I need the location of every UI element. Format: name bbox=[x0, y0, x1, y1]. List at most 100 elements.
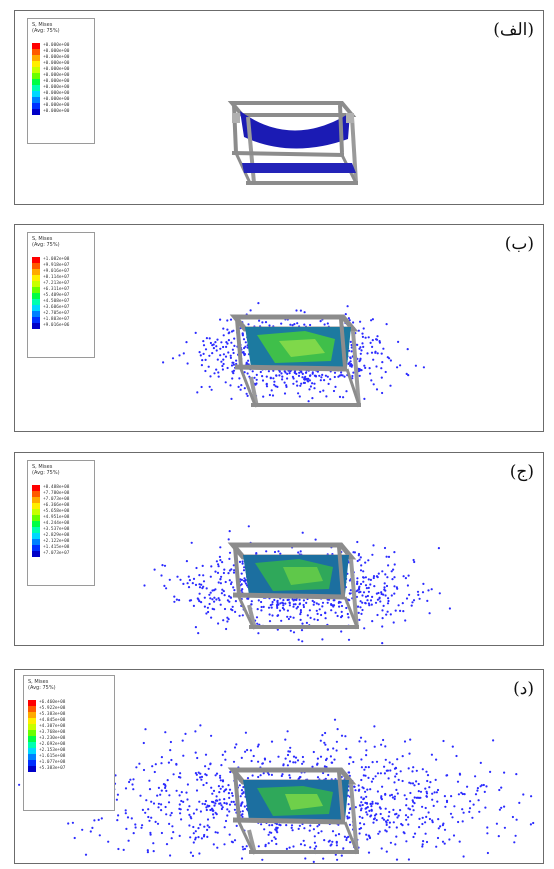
scene-b bbox=[162, 302, 425, 408]
legend-value-7: +0.000e+00 bbox=[43, 85, 70, 90]
legend-swatch bbox=[32, 109, 40, 115]
legend-value-9: +1.615e+08 bbox=[39, 754, 66, 759]
legend-swatch bbox=[28, 724, 36, 730]
legend-value-11: +7.073e+07 bbox=[43, 551, 70, 556]
legend-value-2: +7.073e+08 bbox=[43, 497, 70, 502]
legend-value-4: +5.658e+08 bbox=[43, 509, 70, 514]
legend-swatch bbox=[28, 766, 36, 772]
legend-value-9: +0.000e+00 bbox=[43, 97, 70, 102]
panel-label: (ب) bbox=[504, 234, 534, 254]
legend-value-9: +2.122e+08 bbox=[43, 539, 70, 544]
legend-value-9: +2.705e+07 bbox=[43, 311, 70, 316]
frame-model-d bbox=[227, 767, 359, 855]
panel-label: (د) bbox=[513, 679, 534, 699]
legend-value-3: +0.000e+00 bbox=[43, 61, 70, 66]
legend-value-11: +9.016e+06 bbox=[43, 323, 70, 328]
legend-value-7: +3.537e+08 bbox=[43, 527, 70, 532]
legend-swatch bbox=[32, 73, 40, 79]
frame-model-a bbox=[227, 101, 358, 185]
legend-swatch bbox=[32, 545, 40, 551]
panel-b: S, Mises (Avg: 75%) +1.082e+08 +9.918e+0… bbox=[14, 224, 544, 432]
frame-model-b bbox=[229, 314, 361, 408]
legend-value-10: +1.077e+08 bbox=[39, 760, 66, 765]
legend-swatch bbox=[28, 712, 36, 718]
legend-value-0: +8.488e+08 bbox=[43, 485, 70, 490]
legend-swatch bbox=[32, 257, 40, 263]
legend-swatch bbox=[28, 736, 36, 742]
legend-value-8: +3.606e+07 bbox=[43, 305, 70, 310]
legend-value-6: +4.244e+08 bbox=[43, 521, 70, 526]
legend-value-8: +2.153e+08 bbox=[39, 748, 66, 753]
legend-b: S, Mises (Avg: 75%) +1.082e+08 +9.918e+0… bbox=[27, 232, 95, 358]
legend-swatch bbox=[32, 299, 40, 305]
legend-value-3: +8.114e+07 bbox=[43, 275, 70, 280]
legend-swatch bbox=[32, 43, 40, 49]
legend-swatch bbox=[32, 281, 40, 287]
legend-swatch bbox=[28, 754, 36, 760]
legend-swatch bbox=[32, 275, 40, 281]
legend-d: S, Mises (Avg: 75%) +6.460e+08 +5.922e+0… bbox=[23, 675, 115, 811]
legend-value-0: +6.460e+08 bbox=[39, 700, 66, 705]
legend-value-2: +5.383e+08 bbox=[39, 712, 66, 717]
legend-swatch bbox=[32, 269, 40, 275]
legend-swatch bbox=[32, 551, 40, 557]
scene-d bbox=[18, 718, 535, 863]
panel-label: (الف) bbox=[493, 20, 534, 40]
legend-swatch bbox=[32, 97, 40, 103]
legend-swatch bbox=[32, 79, 40, 85]
legend-swatch bbox=[32, 61, 40, 67]
legend-swatch bbox=[32, 539, 40, 545]
legend-value-2: +9.016e+07 bbox=[43, 269, 70, 274]
legend-value-6: +3.230e+08 bbox=[39, 736, 66, 741]
legend-value-2: +0.000e+00 bbox=[43, 55, 70, 60]
legend-value-10: +1.803e+07 bbox=[43, 317, 70, 322]
legend-value-10: +0.000e+00 bbox=[43, 103, 70, 108]
membrane bbox=[240, 111, 350, 149]
legend-title: S, Mises (Avg: 75%) bbox=[28, 679, 56, 691]
legend-swatch bbox=[32, 527, 40, 533]
legend-swatch bbox=[28, 706, 36, 712]
legend-value-8: +2.829e+08 bbox=[43, 533, 70, 538]
legend-swatch bbox=[28, 700, 36, 706]
legend-swatch bbox=[32, 85, 40, 91]
legend-swatch bbox=[32, 305, 40, 311]
legend-value-4: +4.307e+08 bbox=[39, 724, 66, 729]
legend-value-6: +5.409e+07 bbox=[43, 293, 70, 298]
legend-value-5: +4.951e+08 bbox=[43, 515, 70, 520]
legend-value-3: +4.845e+08 bbox=[39, 718, 66, 723]
legend-value-7: +4.508e+07 bbox=[43, 299, 70, 304]
legend-value-3: +6.366e+08 bbox=[43, 503, 70, 508]
legend-value-5: +0.000e+00 bbox=[43, 73, 70, 78]
legend-value-4: +0.000e+00 bbox=[43, 67, 70, 72]
legend-swatch bbox=[32, 323, 40, 329]
scene-a bbox=[227, 101, 358, 185]
legend-swatch bbox=[28, 760, 36, 766]
legend-title: S, Mises (Avg: 75%) bbox=[32, 464, 60, 476]
legend-swatch bbox=[32, 515, 40, 521]
legend-value-5: +3.768e+08 bbox=[39, 730, 66, 735]
legend-swatch bbox=[32, 317, 40, 323]
legend-swatch bbox=[28, 730, 36, 736]
panel-c: S, Mises (Avg: 75%) +8.488e+08 +7.780e+0… bbox=[14, 452, 544, 646]
legend-value-1: +0.000e+00 bbox=[43, 49, 70, 54]
panel-a: S, Mises (Avg: 75%) +0.000e+00 +0.000e+0… bbox=[14, 10, 544, 205]
legend-swatch bbox=[32, 533, 40, 539]
legend-swatch bbox=[32, 49, 40, 55]
legend-swatch bbox=[32, 293, 40, 299]
legend-swatch bbox=[32, 311, 40, 317]
legend-swatch bbox=[32, 263, 40, 269]
legend-value-0: +1.082e+08 bbox=[43, 257, 70, 262]
legend-title: S, Mises (Avg: 75%) bbox=[32, 22, 60, 34]
legend-swatch bbox=[32, 521, 40, 527]
legend-title: S, Mises (Avg: 75%) bbox=[32, 236, 60, 248]
legend-swatch bbox=[32, 67, 40, 73]
legend-swatch bbox=[32, 509, 40, 515]
legend-value-10: +1.415e+08 bbox=[43, 545, 70, 550]
legend-value-5: +6.311e+07 bbox=[43, 287, 70, 292]
frame-top-back bbox=[227, 101, 357, 117]
legend-swatch bbox=[32, 287, 40, 293]
legend-swatch bbox=[32, 103, 40, 109]
legend-swatch bbox=[32, 503, 40, 509]
panel-label: (ج) bbox=[509, 462, 534, 482]
legend-swatch bbox=[32, 497, 40, 503]
